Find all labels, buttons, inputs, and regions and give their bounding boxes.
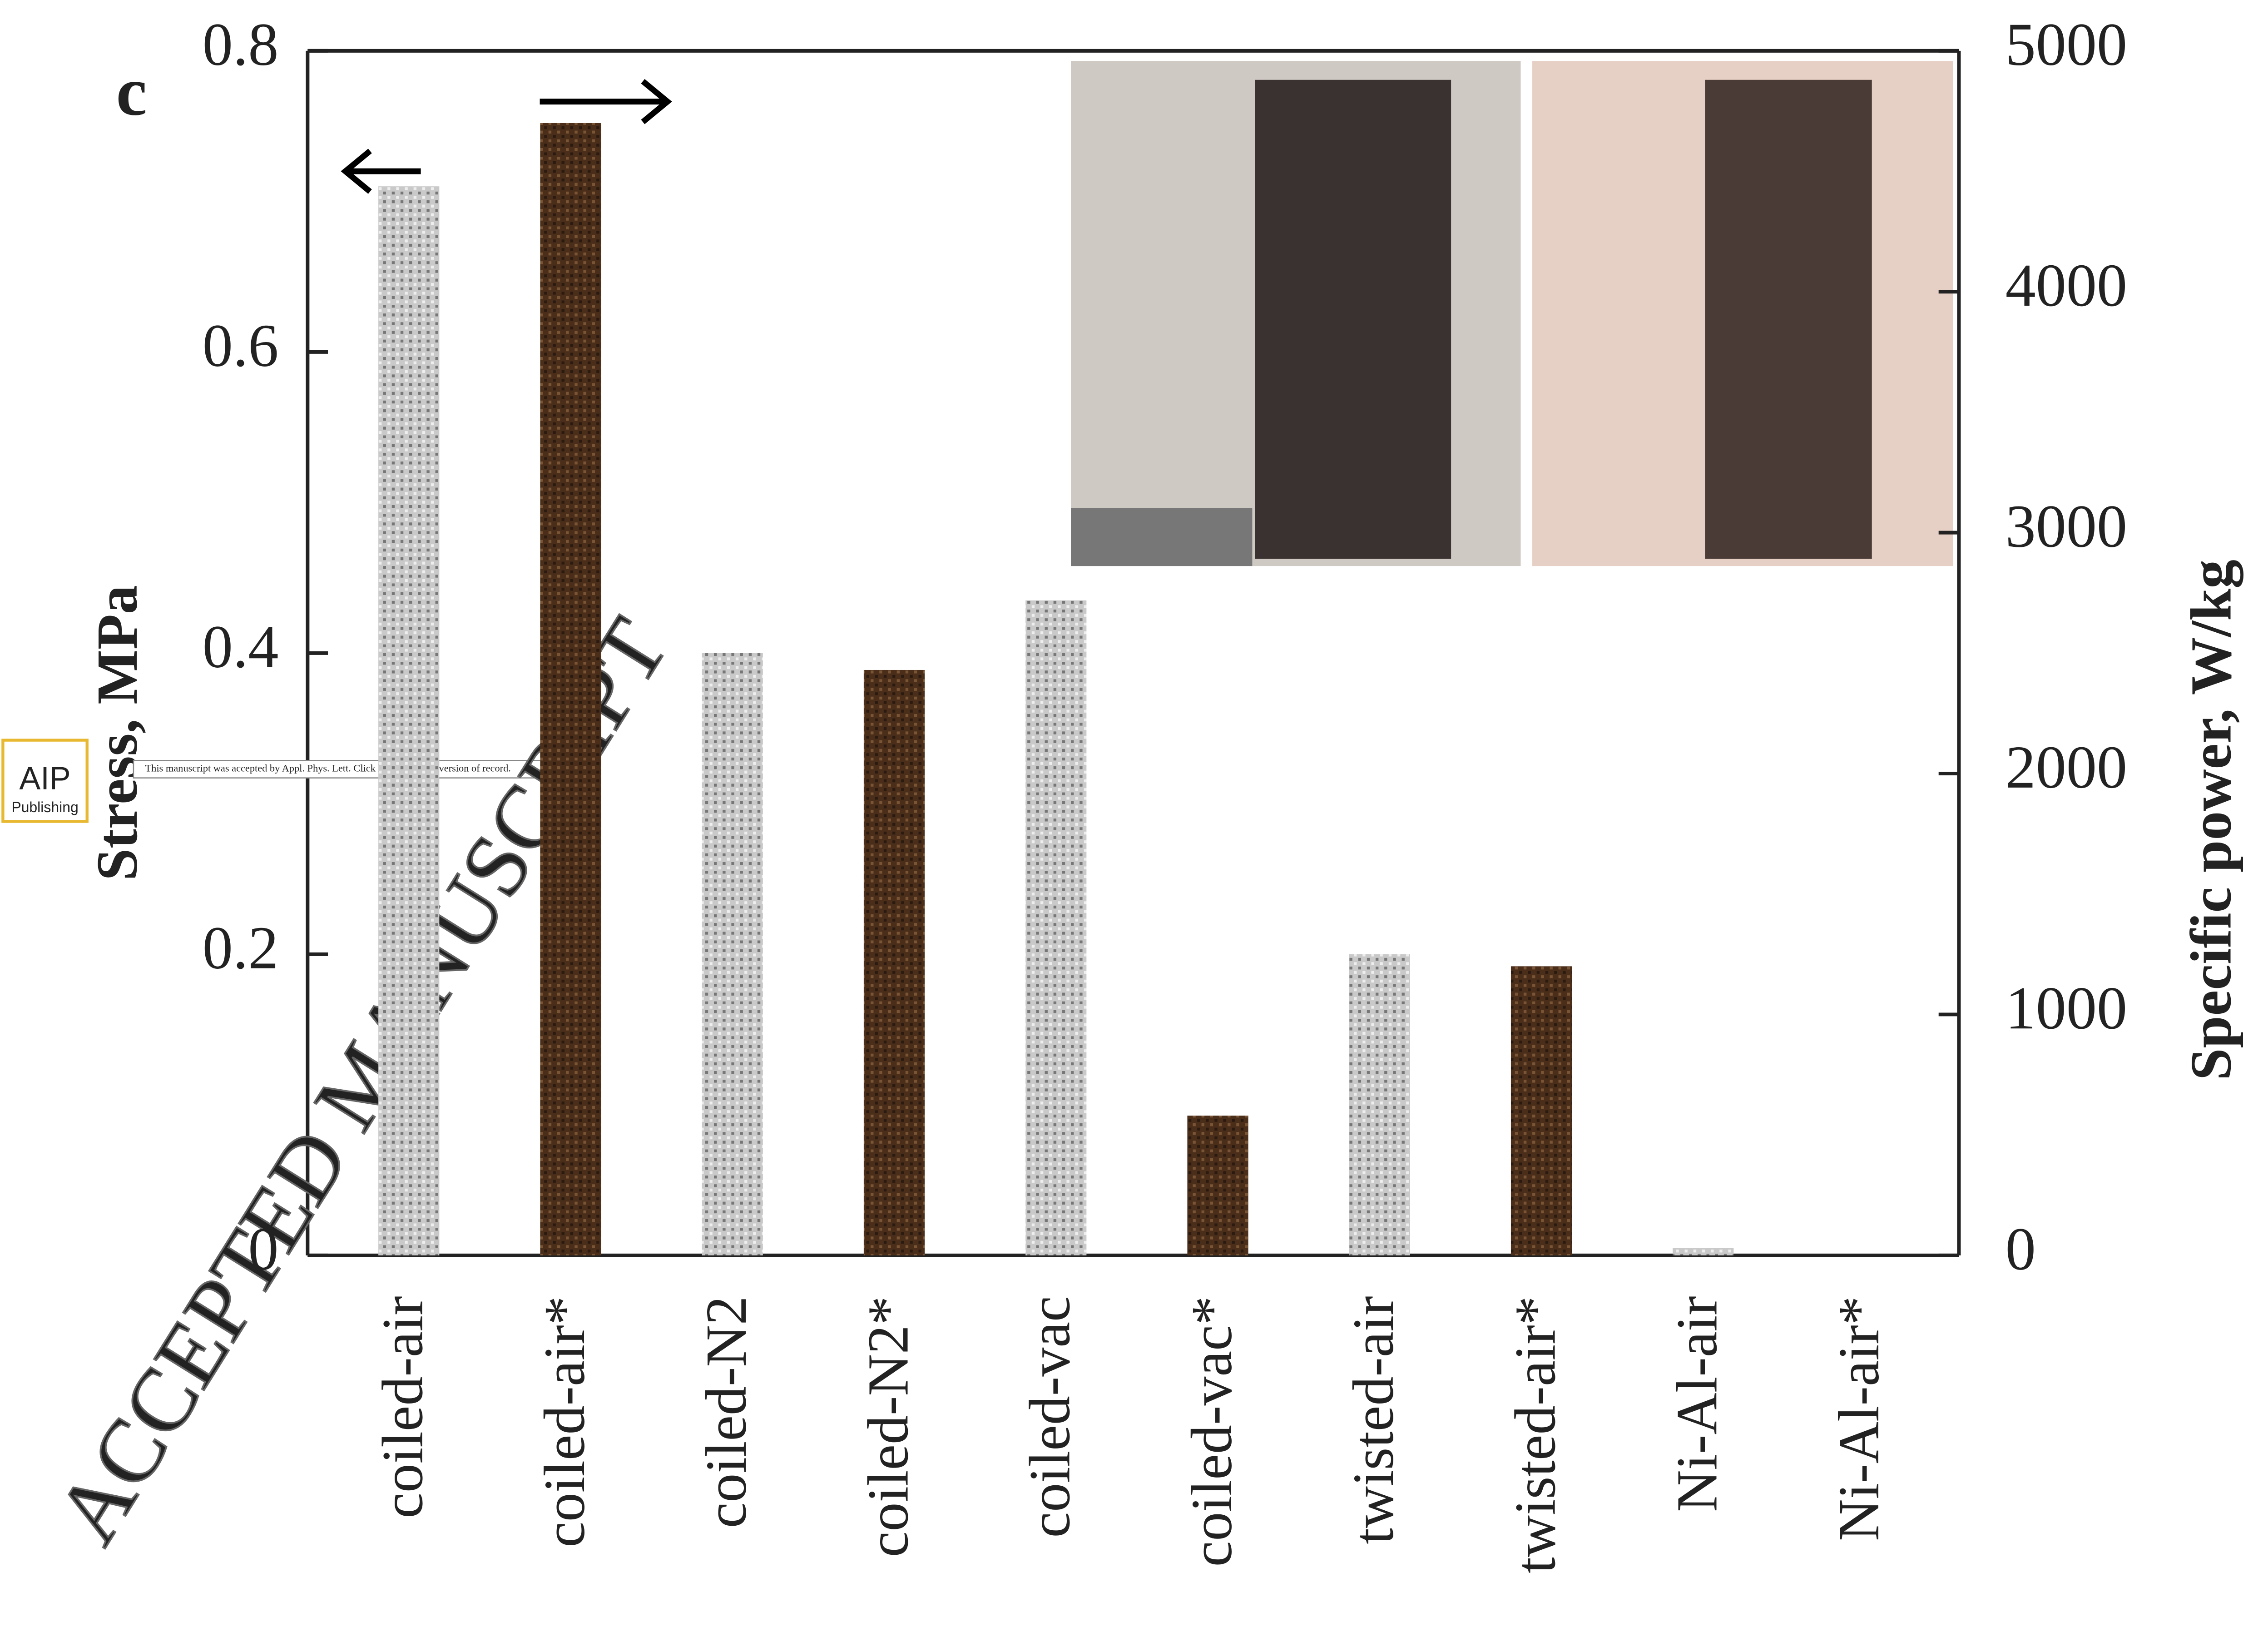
- y2-tick-label: 3000: [2006, 492, 2127, 560]
- y2-tick-label: 2000: [2006, 734, 2127, 801]
- y-tick-label: 0.8: [203, 11, 279, 79]
- chart: c Stress, MPa Specific power, W/kg AIP P…: [0, 0, 2268, 1632]
- x-tick-label: coiled-vac: [1018, 1296, 1082, 1538]
- banner[interactable]: This manuscript was accepted by Appl. Ph…: [145, 763, 511, 774]
- panel-label: c: [116, 53, 147, 130]
- x-tick-label: twisted-air*: [1503, 1296, 1567, 1573]
- x-tick-label: coiled-N2*: [856, 1296, 920, 1557]
- logo-subtext: Publishing: [11, 799, 78, 815]
- y2-tick-label: 1000: [2006, 974, 2127, 1042]
- y-tick-label: 0.4: [203, 613, 279, 681]
- bar: [1511, 966, 1572, 1255]
- y-tick-label: 0: [248, 1215, 278, 1283]
- inset-photos: [1071, 61, 1953, 566]
- y-axis-title: Stress, MPa: [85, 585, 149, 881]
- bar: [540, 123, 601, 1255]
- bar: [702, 653, 763, 1255]
- publisher-logo: AIP Publishing: [3, 740, 87, 822]
- y2-tick-label: 5000: [2006, 11, 2127, 79]
- bar: [1349, 954, 1410, 1255]
- y-tick-label: 0.2: [203, 914, 279, 982]
- x-tick-label: coiled-vac*: [1179, 1296, 1244, 1567]
- bar: [1025, 600, 1086, 1255]
- x-tick-label: coiled-air*: [532, 1296, 597, 1547]
- bar: [1673, 1248, 1733, 1255]
- x-tick-label: twisted-air: [1341, 1296, 1406, 1544]
- y2-axis-title: Specific power, W/kg: [2179, 560, 2243, 1081]
- bar: [1187, 1116, 1248, 1255]
- bar: [864, 670, 925, 1255]
- y2-tick-label: 4000: [2006, 252, 2127, 319]
- axis-arrows: [345, 81, 667, 192]
- y2-tick-label: 0: [2006, 1215, 2036, 1283]
- logo-text: AIP: [19, 760, 70, 796]
- x-tick-label: coiled-N2: [694, 1296, 758, 1528]
- x-tick-label: Ni-Al-air*: [1827, 1296, 1891, 1541]
- x-tick-label: coiled-air: [371, 1296, 435, 1518]
- x-tick-label: Ni-Al-air: [1665, 1296, 1729, 1512]
- bar: [378, 186, 439, 1255]
- y-tick-label: 0.6: [203, 312, 279, 380]
